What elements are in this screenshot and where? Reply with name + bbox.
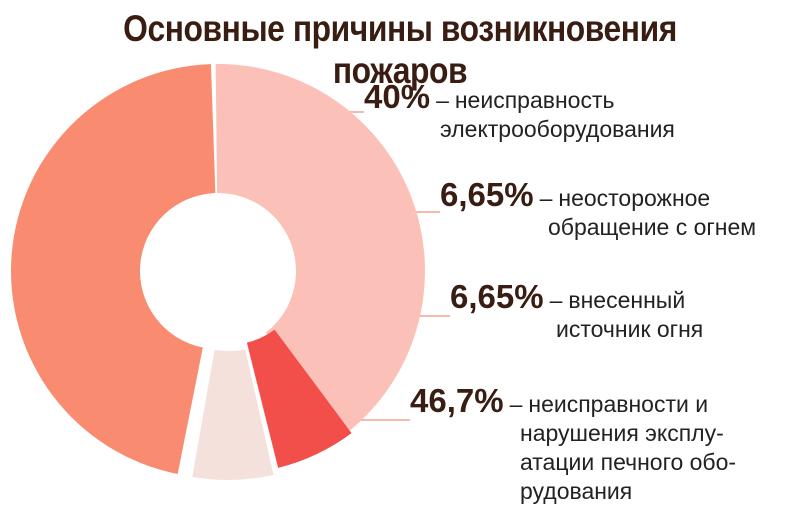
- slice-label-2: 6,65% – неосторожное обращение с огнем: [440, 178, 757, 242]
- category-label-1-line-2: электрооборудования: [440, 116, 675, 142]
- value-label-3: 6,65%: [450, 278, 544, 315]
- category-label-4-line-2: нарушения эксплу-: [520, 420, 724, 446]
- category-label-2-line-1: неосторожное: [558, 185, 711, 211]
- dash-4: –: [509, 391, 523, 417]
- category-label-1-line-1: неисправность: [454, 87, 615, 113]
- category-label-4-line-3: атации печного обо-: [520, 449, 737, 475]
- category-label-3-line-2: источник огня: [556, 316, 704, 342]
- dash-3: –: [549, 287, 563, 313]
- category-label-4-line-1: неисправности и: [528, 391, 709, 417]
- chart-title: Основные причины возникновения пожаров: [123, 8, 677, 91]
- pie-slice-2: [246, 329, 352, 468]
- category-label-4-line-4: рудования: [520, 478, 633, 504]
- value-label-1: 40%: [364, 78, 431, 115]
- slice-label-3: 6,65% – внесенный источник огня: [450, 280, 704, 344]
- pie-slice-4: [10, 64, 216, 475]
- category-label-3-line-1: внесенный: [568, 287, 686, 313]
- category-label-2-line-2: обращение с огнем: [548, 214, 757, 240]
- value-label-2: 6,65%: [440, 176, 534, 213]
- dash-2: –: [539, 185, 553, 211]
- slice-label-1: 40% – неисправность электрооборудования: [364, 80, 675, 144]
- slice-label-4: 46,7% – неисправности и нарушения эксплу- …: [410, 384, 737, 506]
- pie-slice-1: [215, 64, 425, 435]
- value-label-4: 46,7%: [410, 382, 504, 419]
- pie-slice-3: [192, 349, 274, 480]
- dash-1: –: [436, 87, 449, 113]
